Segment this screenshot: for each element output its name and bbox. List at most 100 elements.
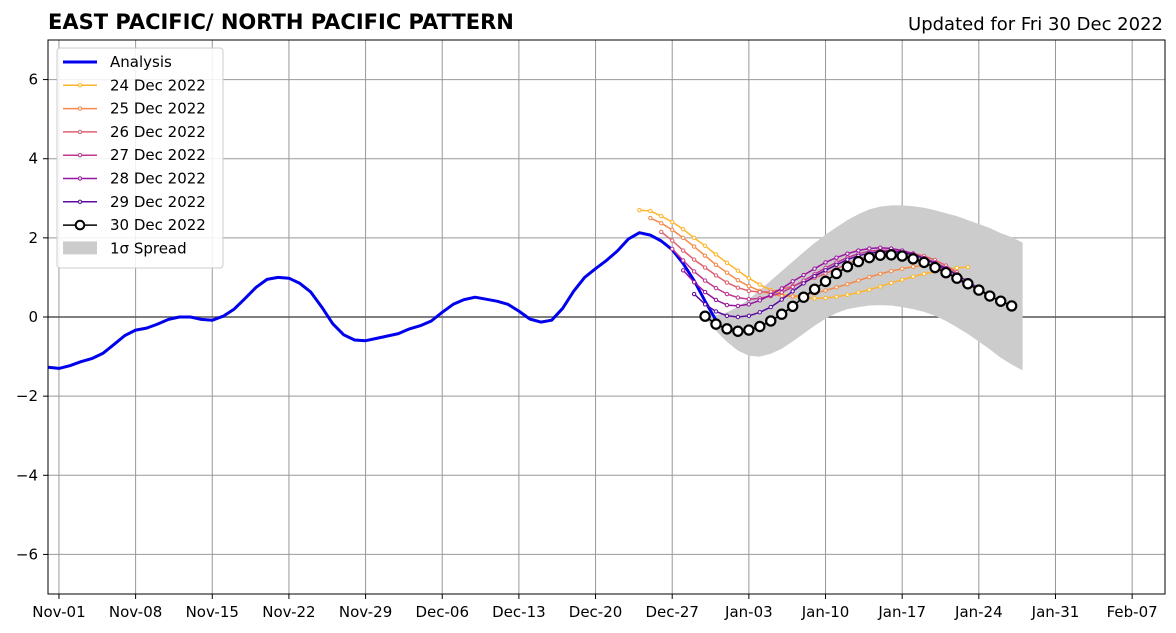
- legend-marker-1: [77, 83, 83, 88]
- legend-label-5: 28 Dec 2022: [110, 170, 206, 188]
- series-point-5: [878, 245, 883, 250]
- series-point-6: [691, 291, 697, 297]
- x-tick-label: Nov-29: [339, 603, 392, 621]
- series-point-6: [812, 274, 817, 279]
- series-point-7: [885, 249, 897, 261]
- series-point-7: [710, 318, 722, 330]
- series-point-7: [754, 320, 766, 333]
- series-point-6: [801, 281, 806, 286]
- series-point-7: [874, 249, 886, 261]
- series-point-1: [910, 274, 916, 279]
- series-point-5: [867, 246, 872, 251]
- series-point-5: [812, 266, 817, 271]
- series-point-1: [757, 282, 763, 287]
- series-point-2: [878, 271, 883, 277]
- series-point-1: [954, 265, 960, 271]
- y-tick-label: −2: [16, 387, 38, 405]
- series-point-1: [834, 294, 839, 300]
- series-point-6: [757, 310, 763, 315]
- series-point-5: [856, 248, 861, 253]
- plot-area: [48, 205, 1165, 371]
- series-point-5: [779, 286, 784, 291]
- legend-box: [56, 47, 224, 269]
- series-point-1: [713, 252, 719, 257]
- series-point-7: [1005, 300, 1018, 312]
- series-point-5: [680, 268, 686, 273]
- x-tick-label: Nov-22: [262, 603, 315, 621]
- x-tick-label: Dec-27: [645, 603, 699, 621]
- series-point-2: [790, 294, 795, 299]
- series-point-6: [834, 262, 839, 267]
- legend: Analysis 24 Dec 2022 25 Dec 2022 26 Dec 202…: [56, 47, 224, 269]
- series-point-4: [680, 258, 686, 263]
- series-point-7: [841, 261, 854, 273]
- series-point-4: [779, 290, 784, 295]
- series-point-3: [724, 280, 730, 285]
- series-point-1: [845, 292, 850, 298]
- series-point-6: [779, 297, 784, 302]
- x-tick-label: Feb-07: [1107, 603, 1158, 621]
- series-point-3: [670, 238, 675, 243]
- y-tick-label: −4: [16, 466, 38, 484]
- series-point-2: [899, 266, 905, 271]
- series-point-7: [732, 325, 744, 337]
- legend-marker-5: [77, 176, 83, 181]
- series-point-6: [746, 313, 752, 319]
- x-tick-label: Nov-01: [32, 603, 85, 621]
- series-point-7: [797, 291, 810, 303]
- series-point-4: [702, 278, 708, 283]
- x-tick-label: Nov-15: [186, 603, 239, 621]
- series-point-2: [724, 270, 730, 275]
- x-tick-label: Nov-08: [109, 603, 162, 621]
- series-point-3: [691, 257, 697, 262]
- series-point-2: [648, 215, 653, 221]
- series-point-2: [867, 274, 872, 280]
- series-point-1: [735, 268, 741, 273]
- series-point-2: [889, 268, 894, 274]
- x-tick-label: Jan-17: [877, 603, 926, 621]
- x-tick-label: Dec-13: [492, 603, 546, 621]
- series-point-4: [735, 295, 741, 300]
- series-point-3: [746, 288, 752, 294]
- series-point-6: [845, 257, 850, 262]
- series-point-1: [648, 208, 653, 214]
- series-point-1: [965, 264, 971, 270]
- series-point-1: [702, 243, 708, 248]
- series-point-6: [735, 314, 741, 320]
- series-point-2: [910, 264, 916, 269]
- series-point-2: [713, 262, 719, 267]
- series-point-5: [845, 251, 850, 256]
- series-point-6: [823, 268, 828, 273]
- series-point-6: [768, 304, 773, 310]
- series-point-4: [691, 269, 697, 274]
- series-point-1: [878, 284, 883, 289]
- series-point-7: [918, 256, 930, 269]
- series-point-1: [659, 213, 664, 219]
- series-point-5: [691, 279, 697, 285]
- series-point-3: [659, 229, 664, 235]
- series-point-6: [790, 289, 795, 294]
- series-point-1: [823, 295, 828, 301]
- series-point-7: [940, 266, 952, 279]
- x-axis: Nov-01 Nov-08 Nov-15 Nov-22 Nov-29 Dec-06 Dec-…: [32, 594, 1158, 621]
- legend-label-1: 24 Dec 2022: [110, 76, 206, 94]
- series-point-1: [691, 235, 697, 241]
- series-point-3: [735, 285, 741, 290]
- series-point-4: [746, 296, 752, 302]
- series-line-0: [48, 231, 718, 370]
- x-tick-label: Jan-31: [1031, 603, 1080, 621]
- series-point-7: [962, 278, 974, 290]
- series-point-2: [746, 283, 752, 289]
- series-point-7: [819, 275, 832, 288]
- y-tick-label: 2: [28, 229, 38, 247]
- series-point-2: [680, 235, 686, 241]
- legend-label-spread: 1σ Spread: [110, 239, 187, 257]
- legend-marker-4: [77, 153, 83, 158]
- series-point-5: [801, 272, 806, 278]
- series-point-5: [735, 303, 741, 309]
- series-point-1: [680, 226, 686, 232]
- series-point-3: [757, 289, 763, 295]
- y-tick-label: 6: [28, 71, 38, 89]
- x-tick-label: Jan-24: [954, 603, 1003, 621]
- series-point-7: [721, 323, 733, 335]
